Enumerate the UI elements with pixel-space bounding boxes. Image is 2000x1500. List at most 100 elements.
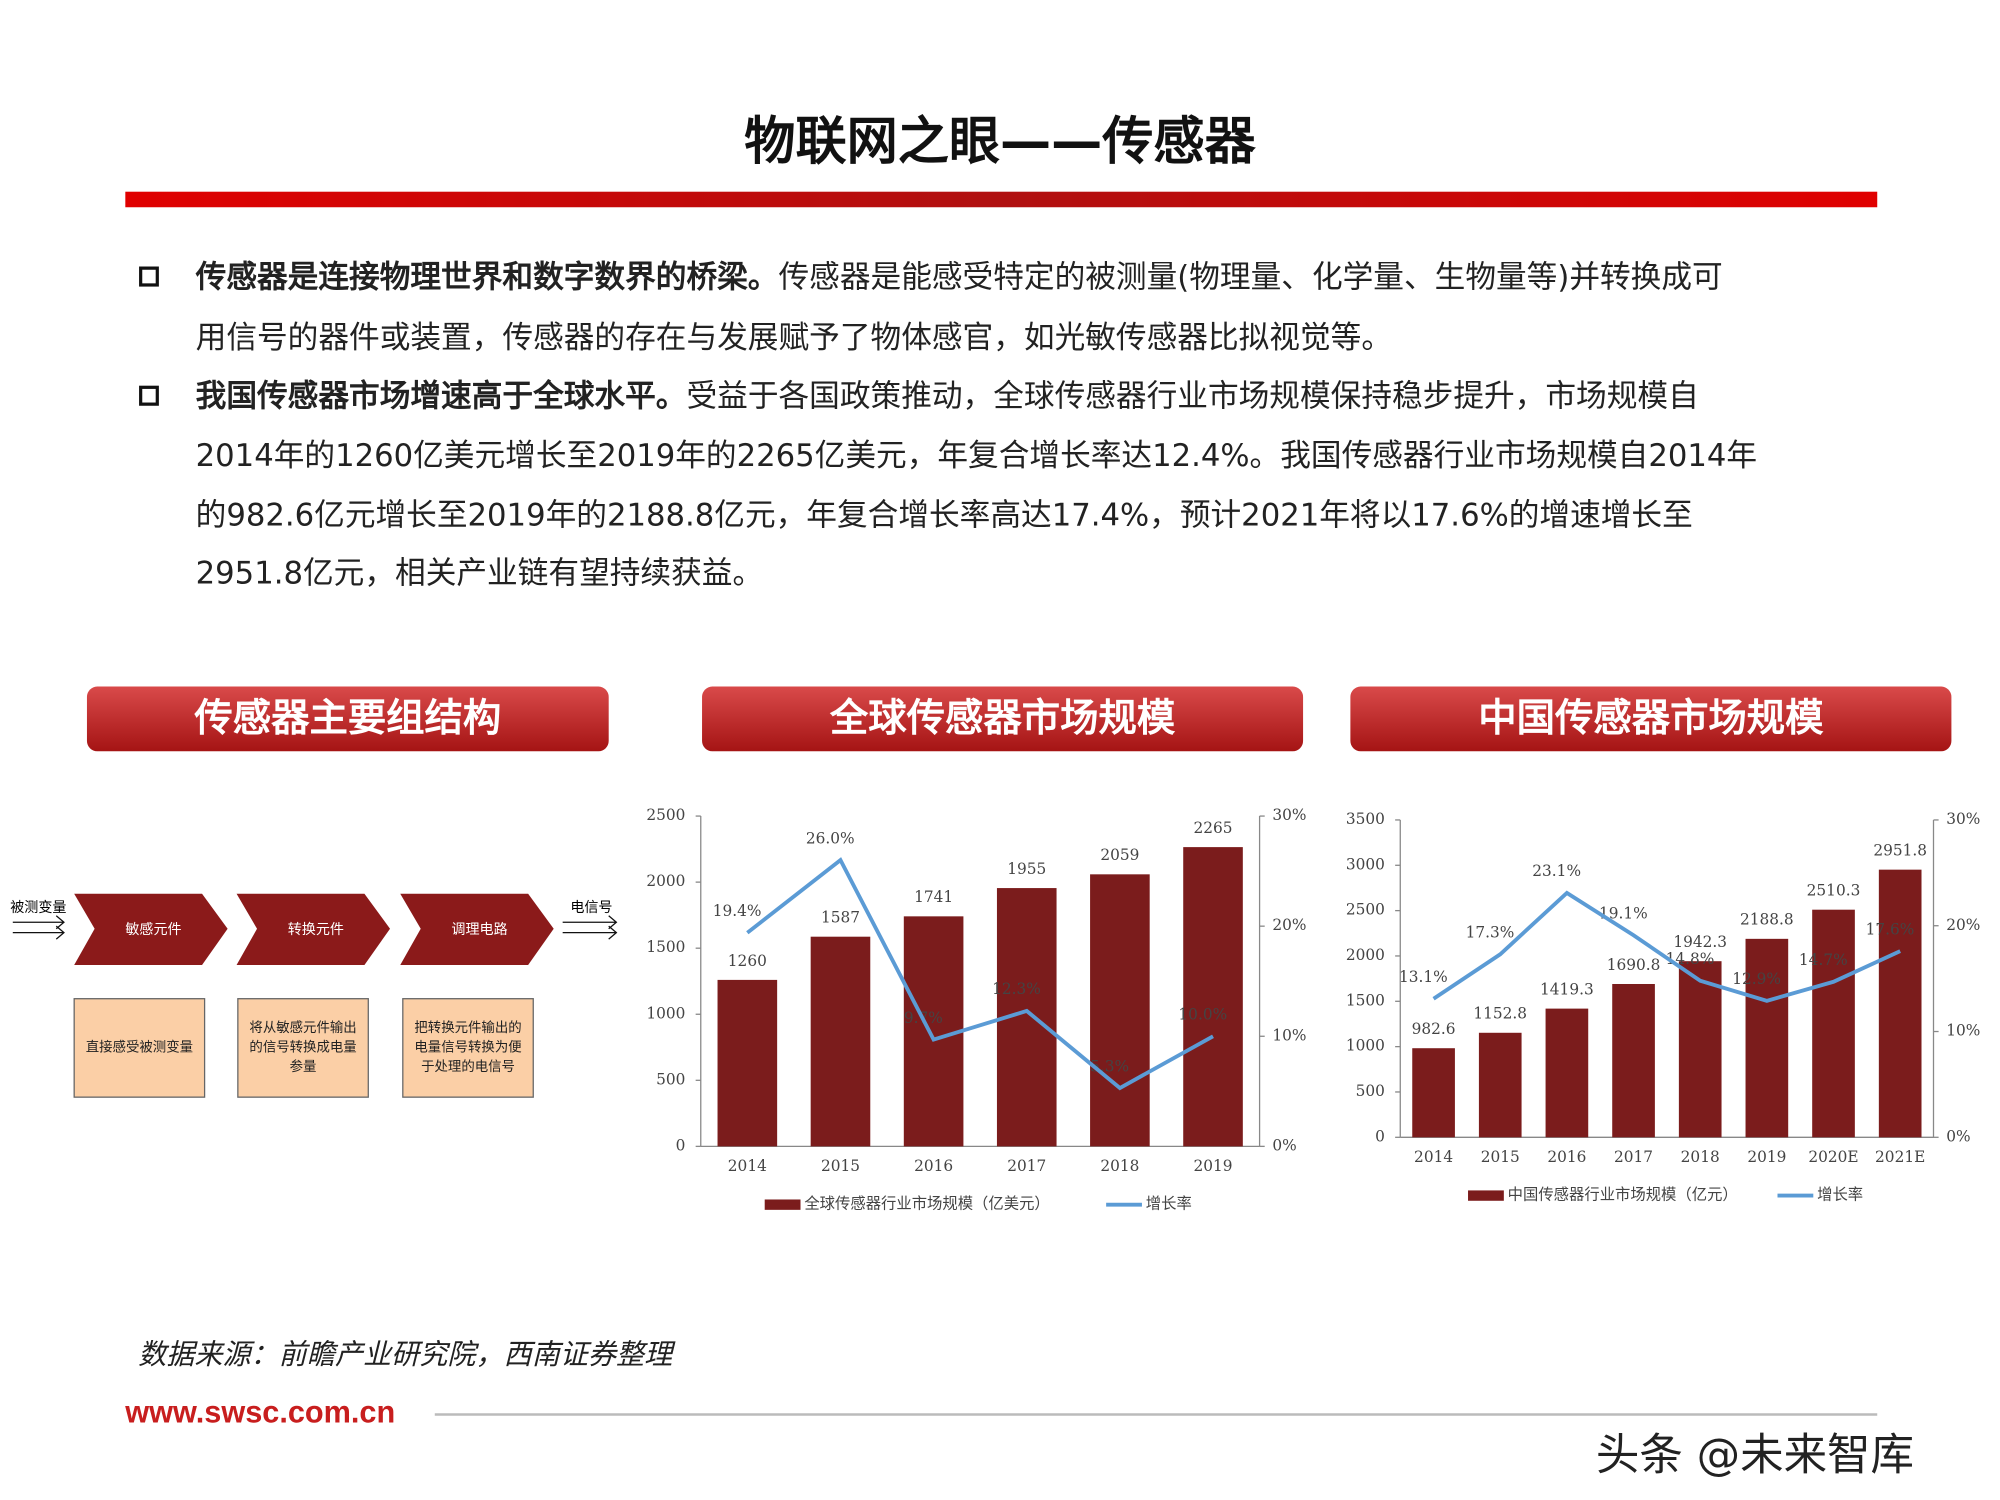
section-header bbox=[1350, 686, 1952, 752]
bar-label: 2951.8 bbox=[1873, 841, 1927, 859]
x-tick-label: 2016 bbox=[1547, 1148, 1586, 1166]
x-tick-label: 2017 bbox=[1614, 1148, 1653, 1166]
bar-label: 2265 bbox=[1194, 819, 1233, 837]
bullet-line: 2014年的1260亿美元增长至2019年的2265亿美元，年复合增长率达12.… bbox=[196, 438, 1757, 474]
y2-tick-label: 20% bbox=[1272, 916, 1306, 934]
x-tick-label: 2015 bbox=[821, 1157, 860, 1175]
bar-label: 1741 bbox=[914, 888, 953, 906]
bar bbox=[1545, 1008, 1589, 1138]
diagram: 被测变量 敏感元件 转换元件 调理电路 电信号 bbox=[10, 893, 618, 1098]
diagram-input: 被测变量 bbox=[10, 900, 66, 916]
x-tick-label: 2021E bbox=[1875, 1148, 1925, 1166]
bar bbox=[1412, 1048, 1455, 1138]
line-label: 23.1% bbox=[1532, 862, 1581, 880]
x-tick-label: 2019 bbox=[1194, 1157, 1233, 1175]
bullet-icon bbox=[139, 266, 159, 287]
title-rule bbox=[125, 191, 1878, 208]
legend-label: 中国传感器行业市场规模（亿元） bbox=[1508, 1186, 1738, 1204]
bar-label: 1260 bbox=[728, 952, 767, 970]
y2-tick-label: 20% bbox=[1946, 916, 1980, 934]
y-tick-label: 2500 bbox=[646, 806, 685, 824]
legend-swatch bbox=[764, 1199, 801, 1210]
bar-label: 982.6 bbox=[1412, 1020, 1456, 1038]
bar-label: 2059 bbox=[1100, 846, 1139, 864]
stage-box bbox=[237, 998, 369, 1098]
bullet-bold: 我国传感器市场增速高于全球水平。 bbox=[196, 378, 687, 414]
y-tick-label: 1000 bbox=[1346, 1037, 1385, 1055]
y-tick-label: 2000 bbox=[646, 872, 685, 890]
y-tick-label: 1500 bbox=[1346, 991, 1385, 1009]
bullet-line: 我国传感器市场增速高于全球水平。受益于各国政策推动，全球传感器行业市场规模保持稳… bbox=[196, 378, 1699, 414]
stage-arrow bbox=[74, 893, 228, 966]
line-label: 26.0% bbox=[806, 829, 855, 847]
y2-tick-label: 0% bbox=[1946, 1127, 1970, 1145]
stage-desc: 把转换元件输出的 bbox=[414, 1020, 521, 1036]
x-tick-label: 2014 bbox=[1414, 1148, 1453, 1166]
bar bbox=[1745, 938, 1789, 1138]
section-header bbox=[86, 686, 609, 752]
stage-desc: 于处理的电信号 bbox=[421, 1059, 515, 1075]
y-tick-label: 2500 bbox=[1346, 901, 1385, 919]
y2-tick-label: 10% bbox=[1946, 1021, 1980, 1039]
bar-label: 1955 bbox=[1007, 860, 1046, 878]
line-label: 17.3% bbox=[1466, 924, 1515, 942]
line-label: 17.6% bbox=[1866, 920, 1915, 938]
stage-label: 转换元件 bbox=[288, 921, 344, 938]
arrow bbox=[562, 915, 618, 940]
bullet-text: 受益于各国政策推动，全球传感器行业市场规模保持稳步提升，市场规模自 bbox=[686, 378, 1698, 414]
line-label: 10.0% bbox=[1178, 1005, 1227, 1023]
bar-label: 2188.8 bbox=[1740, 911, 1794, 929]
x-tick-label: 2020E bbox=[1808, 1148, 1858, 1166]
bullet-bold: 传感器是连接物理世界和数字数界的桥梁。 bbox=[195, 259, 779, 295]
line-label: 12.3% bbox=[992, 980, 1041, 998]
y-tick-label: 500 bbox=[656, 1070, 685, 1088]
bullet-line: 用信号的器件或装置，传感器的存在与发展赋予了物体感官，如光敏传感器比拟视觉等。 bbox=[196, 320, 1392, 356]
bullet-line: 的982.6亿元增长至2019年的2188.8亿元，年复合增长率高达17.4%，… bbox=[196, 497, 1693, 533]
bar bbox=[1612, 983, 1655, 1138]
y-tick-label: 2000 bbox=[1346, 946, 1385, 964]
y-tick-label: 500 bbox=[1356, 1082, 1385, 1100]
line-label: 12.9% bbox=[1732, 970, 1781, 988]
y2-tick-label: 0% bbox=[1272, 1136, 1296, 1154]
line-label: 13.1% bbox=[1399, 968, 1448, 986]
stage-desc: 的信号转换成电量 bbox=[249, 1039, 356, 1055]
bar-label: 2510.3 bbox=[1807, 881, 1861, 899]
stage-arrow bbox=[236, 893, 391, 966]
y-tick-label: 0 bbox=[1375, 1127, 1385, 1145]
line-label: 19.4% bbox=[713, 902, 762, 920]
bullet-text: 传感器是能感受特定的被测量(物理量、化学量、生物量等)并转换成可 bbox=[778, 259, 1722, 295]
x-tick-label: 2019 bbox=[1747, 1148, 1786, 1166]
legend-label: 增长率 bbox=[1146, 1195, 1192, 1213]
y2-tick-label: 10% bbox=[1272, 1026, 1306, 1044]
legend-label: 增长率 bbox=[1817, 1186, 1863, 1204]
y-tick-label: 0 bbox=[676, 1136, 686, 1154]
bar-label: 1419.3 bbox=[1540, 980, 1594, 998]
growth-line bbox=[1432, 890, 1901, 1003]
section-title: 传感器主要组结构 bbox=[193, 696, 501, 741]
y-tick-label: 3000 bbox=[1346, 855, 1385, 873]
x-tick-label: 2018 bbox=[1100, 1157, 1139, 1175]
x-tick-label: 2015 bbox=[1481, 1148, 1520, 1166]
stage-arrow bbox=[400, 893, 554, 966]
stage-desc: 将从敏感元件输出 bbox=[249, 1019, 356, 1036]
bar-label: 1587 bbox=[821, 908, 860, 926]
bar-label: 1942.3 bbox=[1673, 933, 1727, 951]
bar bbox=[903, 916, 964, 1147]
y-tick-label: 3500 bbox=[1346, 810, 1385, 828]
x-tick-label: 2016 bbox=[914, 1157, 953, 1175]
stage-desc: 直接感受被测变量 bbox=[86, 1038, 193, 1055]
stage-box bbox=[402, 998, 534, 1098]
y2-tick-label: 30% bbox=[1946, 810, 1980, 828]
bullet-line: 传感器是连接物理世界和数字数界的桥梁。传感器是能感受特定的被测量(物理量、化学量… bbox=[195, 259, 1723, 295]
diagram-output: 电信号 bbox=[570, 900, 612, 916]
stage-label: 调理电路 bbox=[451, 922, 507, 938]
x-tick-label: 2017 bbox=[1007, 1157, 1046, 1175]
stage-box bbox=[73, 998, 206, 1098]
watermark: 头条 @未来智库 bbox=[1596, 1429, 1914, 1480]
line-label: 14.8% bbox=[1666, 950, 1715, 968]
line-label: 14.7% bbox=[1799, 951, 1848, 969]
bar bbox=[717, 979, 778, 1147]
bar-label: 1690.8 bbox=[1607, 956, 1661, 974]
y-tick-label: 1000 bbox=[646, 1004, 685, 1022]
